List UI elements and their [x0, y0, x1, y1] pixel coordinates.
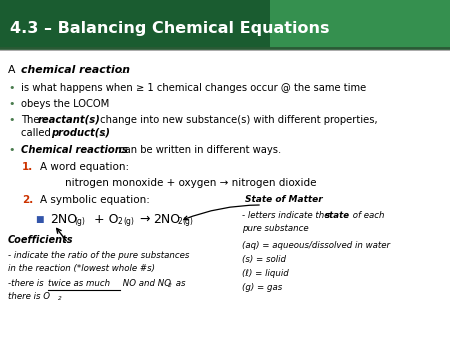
Text: 2: 2	[58, 296, 62, 301]
Text: 4.3 – Balancing Chemical Equations: 4.3 – Balancing Chemical Equations	[10, 21, 329, 35]
Text: •: •	[8, 83, 14, 93]
Text: (g): (g)	[123, 217, 134, 226]
Text: pure substance: pure substance	[242, 224, 309, 233]
Text: The: The	[21, 115, 43, 125]
Text: reactant(s): reactant(s)	[38, 115, 101, 125]
Text: change into new substance(s) with different properties,: change into new substance(s) with differ…	[97, 115, 378, 125]
Bar	[0, 0, 450, 48]
Text: in the reaction (*lowest whole #s): in the reaction (*lowest whole #s)	[8, 264, 155, 273]
Text: obeys the LOCOM: obeys the LOCOM	[21, 99, 109, 109]
Text: twice as much: twice as much	[48, 279, 110, 288]
Text: 2NO: 2NO	[50, 213, 77, 226]
Text: (g): (g)	[182, 217, 193, 226]
Text: A symbolic equation:: A symbolic equation:	[40, 195, 150, 205]
Text: ■: ■	[35, 215, 44, 224]
Text: of each: of each	[350, 211, 384, 220]
Text: as: as	[173, 279, 185, 288]
Text: (g) = gas: (g) = gas	[242, 283, 282, 292]
Text: chemical reaction: chemical reaction	[21, 65, 130, 75]
Text: •: •	[8, 115, 14, 125]
Text: •: •	[8, 145, 14, 155]
Text: - letters indicate the: - letters indicate the	[242, 211, 332, 220]
Text: can be written in different ways.: can be written in different ways.	[116, 145, 281, 155]
Text: (aq) = aqueous/dissolved in water: (aq) = aqueous/dissolved in water	[242, 241, 390, 250]
Text: 1.: 1.	[22, 162, 33, 172]
Text: Coefficients: Coefficients	[8, 235, 73, 245]
Text: 2.: 2.	[22, 195, 33, 205]
Text: .: .	[103, 128, 106, 138]
Text: 2: 2	[118, 217, 123, 226]
Text: + O: + O	[90, 213, 118, 226]
Text: is what happens when ≥ 1 chemical changes occur @ the same time: is what happens when ≥ 1 chemical change…	[21, 83, 366, 93]
Text: 2NO: 2NO	[153, 213, 180, 226]
Text: there is O: there is O	[8, 292, 50, 301]
Text: product(s): product(s)	[51, 128, 110, 138]
Text: •: •	[8, 99, 14, 109]
Text: 2: 2	[177, 217, 182, 226]
Text: nitrogen monoxide + oxygen → nitrogen dioxide: nitrogen monoxide + oxygen → nitrogen di…	[65, 178, 316, 188]
Text: - indicate the ratio of the pure substances: - indicate the ratio of the pure substan…	[8, 251, 189, 260]
Text: State of Matter: State of Matter	[245, 195, 323, 204]
Text: …: …	[116, 65, 127, 75]
Text: called: called	[21, 128, 54, 138]
Text: -there is: -there is	[8, 279, 46, 288]
Text: (s) = solid: (s) = solid	[242, 255, 286, 264]
Text: A: A	[8, 65, 19, 75]
Text: 2: 2	[168, 283, 172, 288]
Text: Chemical reactions: Chemical reactions	[21, 145, 128, 155]
Text: →: →	[139, 213, 149, 226]
Text: A word equation:: A word equation:	[40, 162, 129, 172]
Text: state: state	[325, 211, 350, 220]
Text: (g): (g)	[74, 217, 85, 226]
Text: (ℓ) = liquid: (ℓ) = liquid	[242, 269, 289, 278]
Bar	[270, 0, 450, 48]
Text: NO and NO: NO and NO	[120, 279, 171, 288]
